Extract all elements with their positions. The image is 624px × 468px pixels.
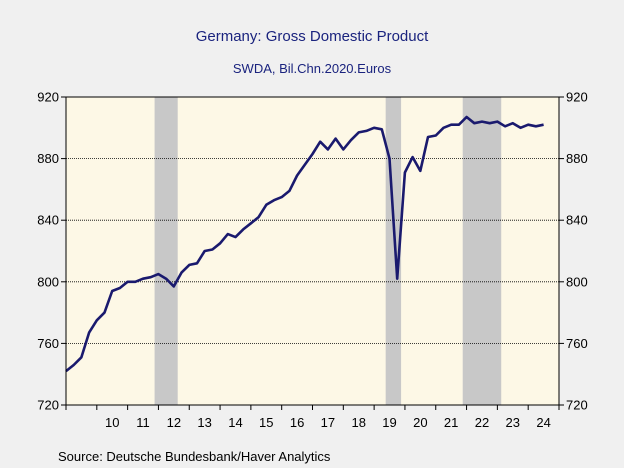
x-tick-label: 20 xyxy=(413,415,427,430)
x-tick-label: 12 xyxy=(167,415,181,430)
y-tick-label-right: 920 xyxy=(566,90,588,105)
recession-band-1 xyxy=(154,97,178,405)
x-tick-label: 11 xyxy=(136,415,150,430)
y-tick-label-right: 840 xyxy=(566,213,588,228)
x-tick-label: 18 xyxy=(351,415,365,430)
chart-subtitle: SWDA, Bil.Chn.2020.Euros xyxy=(232,61,392,76)
x-tick-label: 22 xyxy=(475,415,489,430)
gdp-series-line xyxy=(65,115,544,373)
y-tick-label-right: 800 xyxy=(566,274,588,289)
y-tick-label-right: 760 xyxy=(566,336,588,351)
x-tick-label: 21 xyxy=(444,415,458,430)
x-tick-label: 15 xyxy=(259,415,273,430)
x-tick-label: 10 xyxy=(105,415,119,430)
x-tick-label: 24 xyxy=(536,415,550,430)
x-tick-label: 14 xyxy=(228,415,242,430)
y-tick-label-left: 920 xyxy=(37,90,59,105)
x-tick-label: 16 xyxy=(290,415,304,430)
y-tick-label-left: 880 xyxy=(37,151,59,166)
chart-title: Germany: Gross Domestic Product xyxy=(195,28,429,45)
y-tick-label-right: 720 xyxy=(566,398,588,413)
x-tick-label: 23 xyxy=(506,415,520,430)
y-tick-label-right: 880 xyxy=(566,151,588,166)
x-tick-label: 13 xyxy=(197,415,211,430)
recession-band-3 xyxy=(462,97,502,405)
source-note: Source: Deutsche Bundesbank/Haver Analyt… xyxy=(58,449,331,464)
y-tick-label-left: 720 xyxy=(37,398,59,413)
x-tick-label: 19 xyxy=(382,415,396,430)
y-tick-label-left: 840 xyxy=(37,213,59,228)
y-tick-label-left: 760 xyxy=(37,336,59,351)
y-tick-label-left: 800 xyxy=(37,274,59,289)
x-tick-label: 17 xyxy=(321,415,335,430)
